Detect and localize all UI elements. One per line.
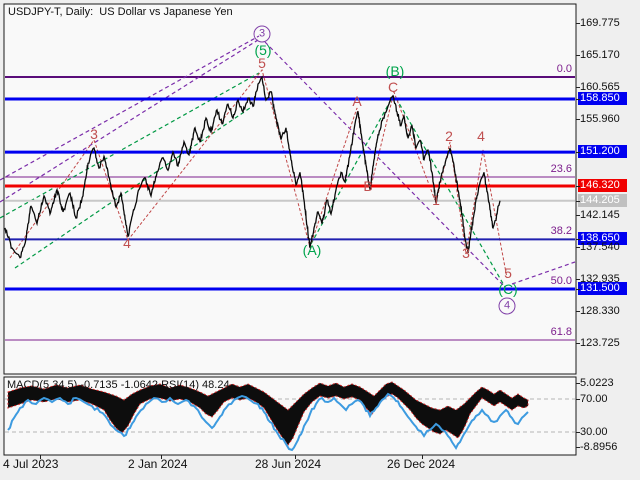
macd-area [7, 381, 529, 446]
trendline-purple-1 [0, 39, 259, 203]
trendline-green-4 [0, 72, 260, 219]
trendline-green-7 [395, 97, 506, 288]
trendline-green-5 [14, 107, 251, 269]
trendline-purple-2 [264, 41, 505, 287]
price-line [4, 75, 501, 259]
main-chart-panel[interactable] [3, 3, 577, 375]
rsi-line [7, 392, 529, 452]
trendline-purple-0 [0, 35, 260, 181]
